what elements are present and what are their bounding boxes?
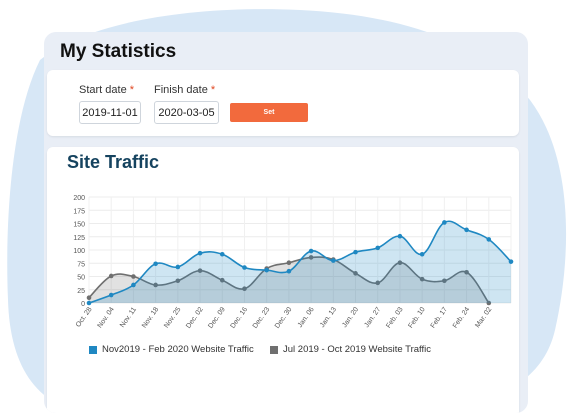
legend-item-previous[interactable]: Jul 2019 - Oct 2019 Website Traffic [270, 344, 431, 355]
x-tick-label: Feb. 17 [430, 306, 449, 330]
start-date-input[interactable]: 2019-11-01 [79, 101, 141, 124]
data-point-0 [264, 267, 269, 273]
data-point-0 [353, 249, 358, 255]
y-tick-label: 150 [73, 222, 85, 229]
y-tick-label: 175 [73, 208, 85, 215]
x-tick-label: Dec. 30 [274, 306, 294, 330]
x-tick-label: Jan. 27 [363, 306, 382, 329]
x-tick-label: Nov. 25 [163, 306, 182, 329]
series-area-1 [89, 257, 489, 303]
legend-label-previous: Jul 2019 - Oct 2019 Website Traffic [283, 344, 432, 355]
finish-date-label: Finish date * [154, 84, 215, 96]
data-point-1 [353, 271, 358, 276]
data-point-1 [153, 282, 158, 288]
start-date-label: Start date * [79, 84, 134, 96]
data-point-0 [286, 268, 292, 274]
legend-swatch-current [89, 345, 97, 354]
y-tick-label: 200 [73, 195, 85, 202]
y-tick-label: 75 [77, 261, 85, 268]
data-point-0 [197, 250, 203, 256]
y-tick-label: 25 [77, 288, 85, 295]
data-point-1 [219, 277, 225, 283]
data-point-1 [108, 273, 114, 279]
finish-date-required-marker: * [210, 84, 216, 96]
x-tick-label: Oct. 28 [75, 306, 94, 329]
x-tick-label: Jan. 06 [297, 306, 316, 329]
finish-date-input[interactable]: 2020-03-05 [154, 101, 219, 124]
page-title: My Statistics [60, 41, 177, 62]
y-tick-label: 50 [77, 275, 85, 282]
data-point-1 [419, 276, 425, 282]
x-tick-label: Dec. 16 [230, 306, 250, 330]
data-point-0 [242, 265, 247, 270]
legend-swatch-previous [270, 345, 278, 354]
x-tick-label: Dec. 23 [252, 306, 272, 330]
x-tick-label: Feb. 24 [452, 306, 471, 330]
data-point-0 [442, 220, 447, 225]
data-point-1 [486, 300, 492, 306]
data-point-0 [375, 245, 381, 251]
data-point-1 [397, 260, 403, 266]
legend-item-current[interactable]: Nov2019 - Feb 2020 Website Traffic [89, 344, 254, 355]
data-point-0 [131, 282, 136, 288]
start-date-required-marker: * [129, 84, 135, 96]
y-tick-label: 100 [73, 248, 85, 255]
data-point-0 [508, 259, 514, 264]
series-area-0 [89, 221, 511, 303]
data-point-1 [175, 278, 181, 284]
data-point-0 [153, 261, 158, 267]
x-tick-label: Dec. 02 [185, 306, 205, 330]
start-date-label-text: Start date [79, 84, 127, 96]
data-point-0 [86, 300, 92, 306]
data-point-1 [442, 278, 447, 284]
data-point-0 [397, 233, 403, 239]
data-point-0 [331, 258, 336, 263]
data-point-1 [286, 260, 292, 266]
data-point-0 [108, 292, 114, 298]
data-point-0 [308, 248, 314, 254]
statistics-panel: My Statistics Start date * 2019-11-01 Fi… [44, 32, 528, 413]
y-tick-label: 0 [81, 301, 85, 308]
chart-title: Site Traffic [67, 152, 160, 172]
x-tick-label: Mar. 02 [474, 306, 493, 329]
data-point-1 [375, 280, 381, 286]
data-point-1 [464, 269, 469, 275]
y-tick-label: 125 [73, 235, 85, 242]
set-button[interactable]: Set [230, 103, 308, 122]
data-point-0 [486, 237, 492, 242]
finish-date-label-text: Finish date [154, 84, 208, 96]
data-point-0 [419, 251, 425, 257]
x-tick-label: Jan. 13 [319, 306, 338, 329]
x-tick-label: Feb. 10 [407, 306, 426, 330]
x-tick-label: Jan. 20 [341, 306, 360, 329]
data-point-1 [86, 295, 92, 300]
x-tick-label: Dec. 09 [207, 306, 227, 330]
data-point-1 [131, 274, 136, 279]
date-range-card: Start date * 2019-11-01 Finish date * 20… [47, 70, 519, 136]
data-point-0 [219, 251, 225, 257]
data-point-0 [464, 227, 469, 233]
x-tick-label: Feb. 03 [385, 306, 404, 330]
data-point-1 [242, 286, 247, 291]
data-point-0 [175, 264, 181, 270]
data-point-1 [308, 255, 314, 260]
x-tick-label: Nov. 11 [119, 306, 138, 329]
x-tick-label: Nov. 18 [141, 306, 160, 329]
data-point-1 [197, 268, 203, 273]
legend-label-current: Nov2019 - Feb 2020 Website Traffic [102, 344, 254, 355]
x-tick-label: Nov. 04 [97, 306, 116, 329]
site-traffic-card: Site Traffic 0 25 50 75 100 125 150 175 200 Oct. … [47, 147, 519, 413]
